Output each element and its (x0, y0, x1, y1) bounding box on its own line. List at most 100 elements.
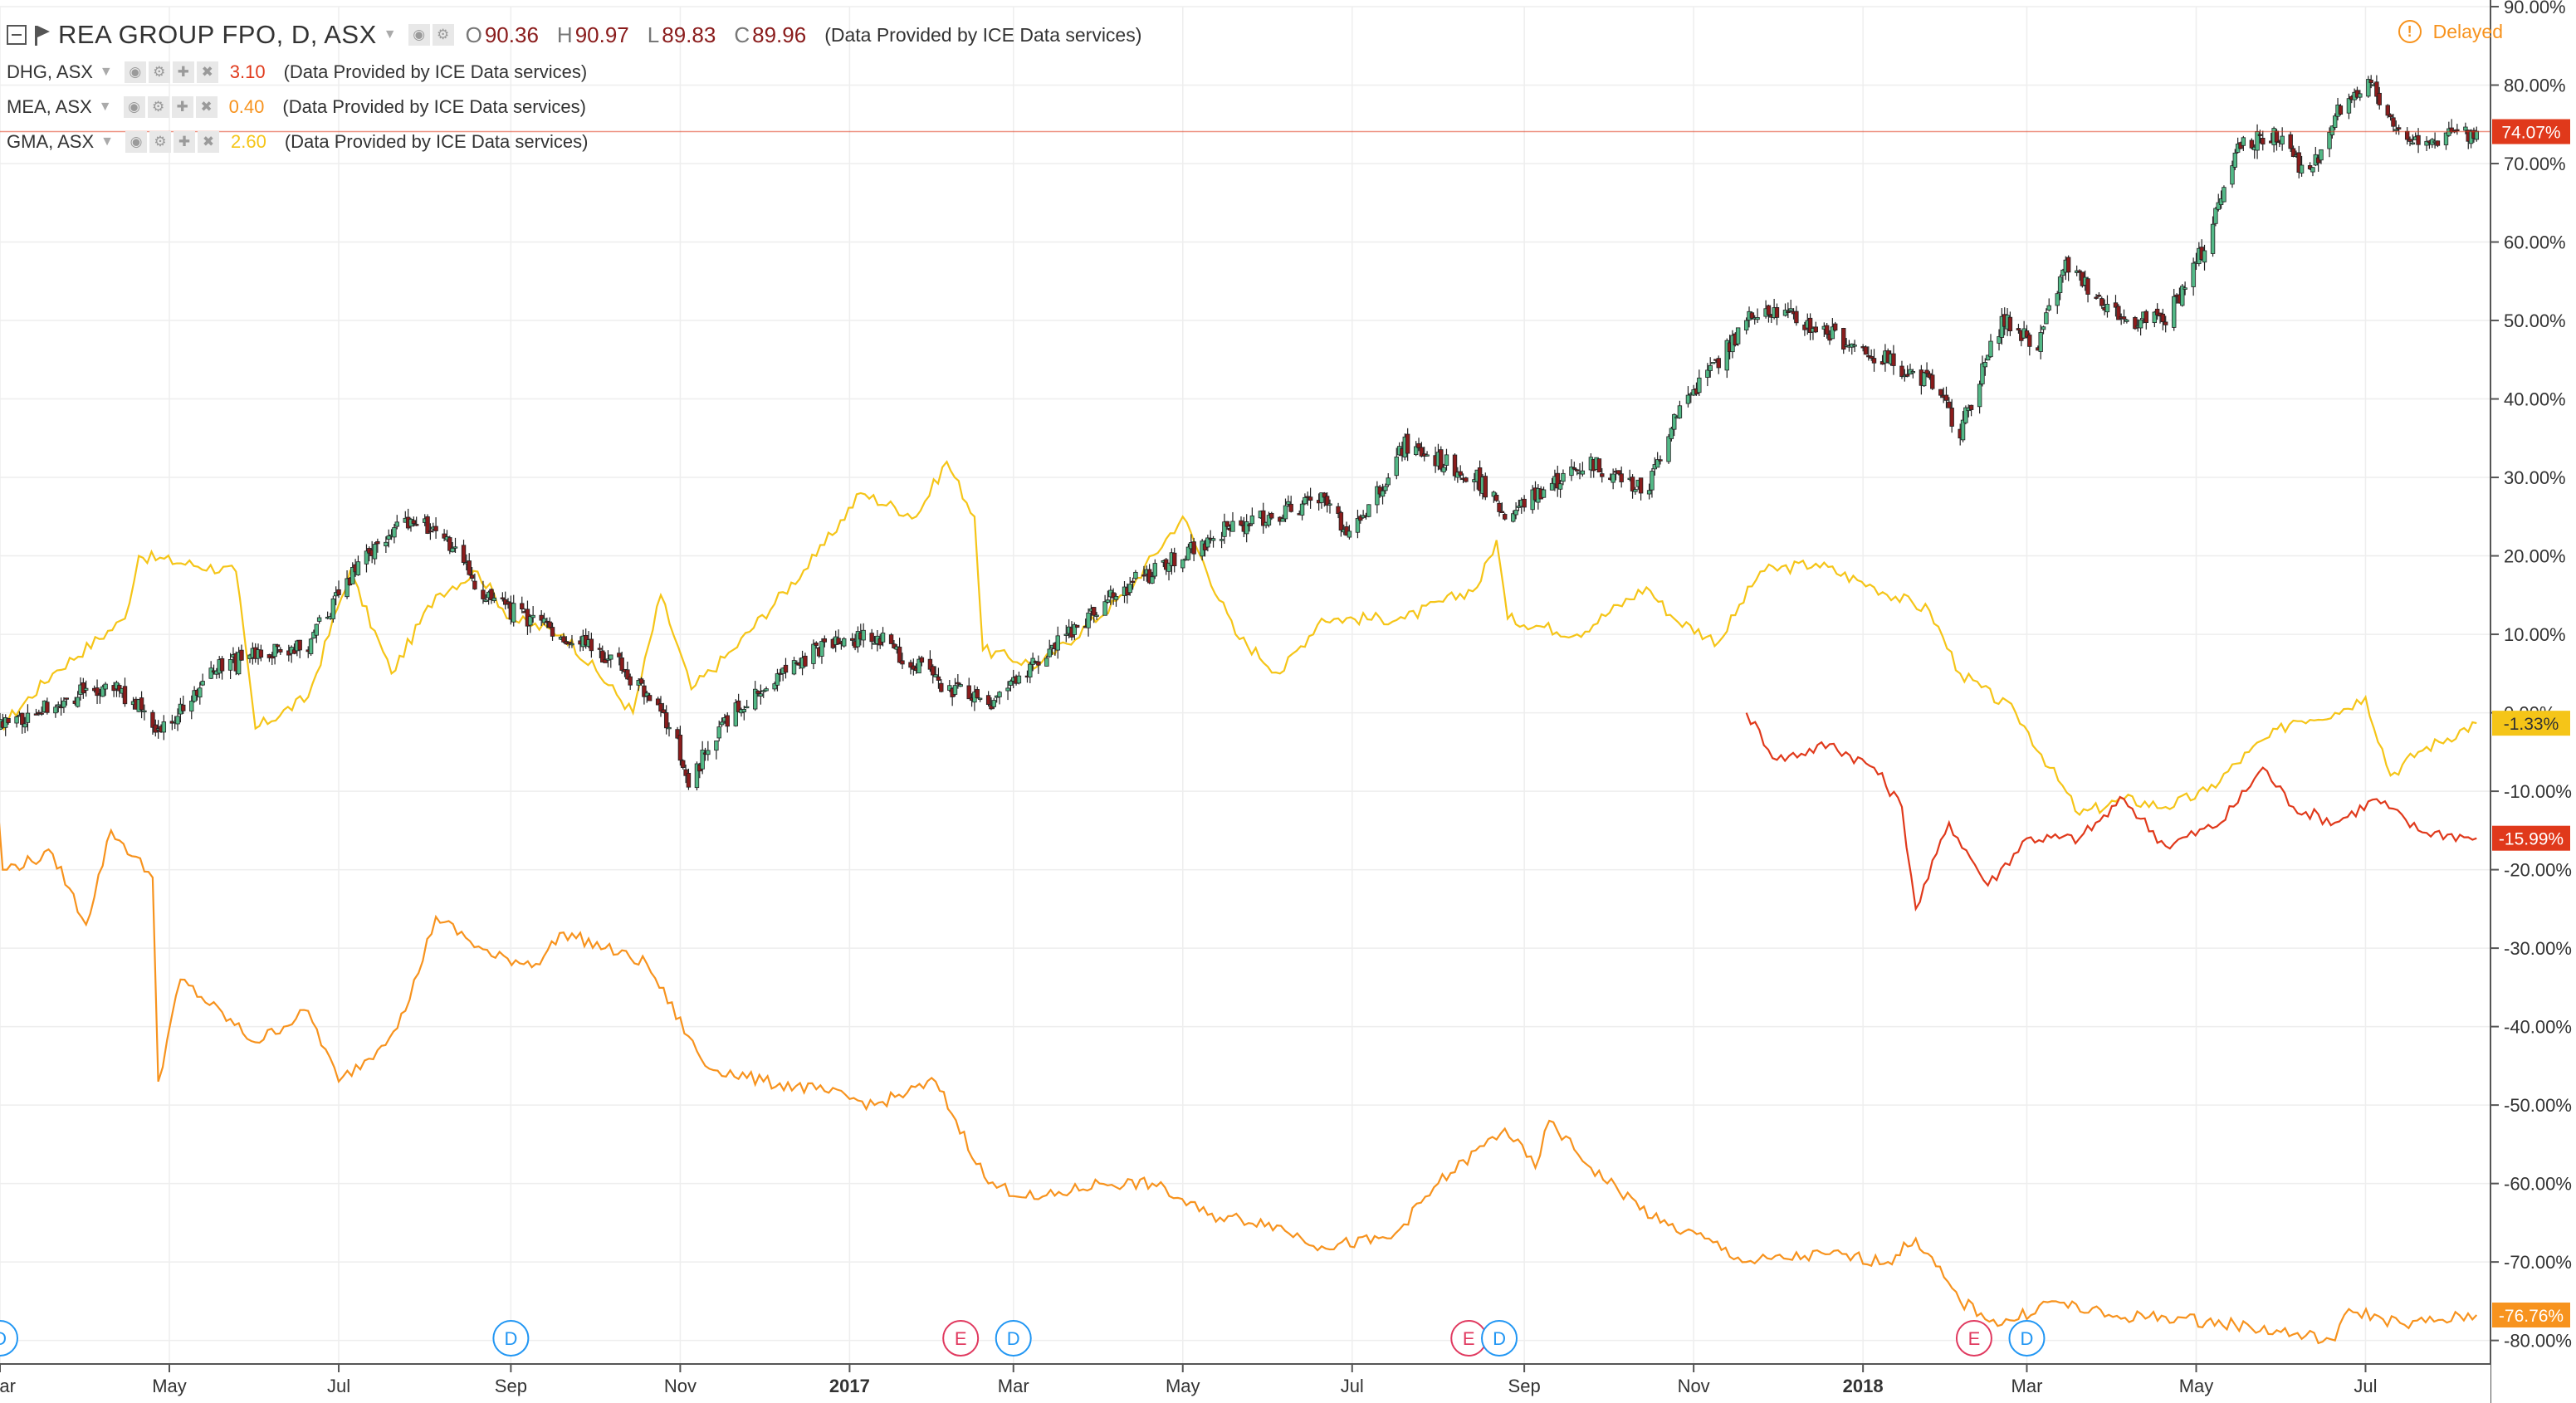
collapse-legend-icon[interactable] (7, 25, 27, 45)
x-axis[interactable]: Mar May Jul Sep Nov 2017 Mar May Jul Sep Nov 2018 Ma… (0, 1363, 2490, 1403)
candle (2046, 298, 2051, 312)
x-tick-label: Mar (998, 1376, 1029, 1396)
main-symbol-title[interactable]: REA GROUP FPO, D, ASX (58, 20, 377, 49)
close-icon[interactable]: ✖ (195, 96, 218, 118)
candle (1016, 671, 1022, 685)
flag-icon[interactable] (35, 24, 50, 46)
candle (1133, 570, 1138, 580)
candle (772, 682, 777, 692)
candle (933, 666, 938, 677)
gear-icon[interactable]: ⚙ (149, 131, 171, 153)
eye-icon[interactable]: ◉ (123, 96, 145, 118)
dividend-marker[interactable]: D (995, 1320, 1032, 1357)
candle (677, 726, 683, 766)
series-line-dhg[interactable] (1745, 712, 2477, 912)
candle (1452, 453, 1458, 481)
candle (1324, 492, 1330, 513)
compare-symbol[interactable]: GMA, ASX (7, 131, 95, 152)
candle (275, 643, 281, 654)
x-tick-label: Sep (1508, 1376, 1541, 1396)
gear-icon[interactable]: ⚙ (147, 96, 169, 118)
candle (411, 516, 417, 527)
plus-icon[interactable]: ✚ (174, 131, 195, 153)
dividend-marker[interactable]: D (2008, 1320, 2046, 1357)
candle (2261, 130, 2266, 151)
y-tick-label: -80.00% (2504, 1331, 2572, 1352)
candle (1028, 661, 1033, 683)
candle (819, 638, 824, 664)
candle (1210, 535, 1216, 548)
candle (791, 657, 797, 676)
candle (2249, 138, 2255, 150)
candle (408, 517, 413, 532)
candlestick-series[interactable] (0, 75, 2479, 791)
candle (836, 629, 841, 645)
candle (472, 573, 477, 590)
candle (880, 627, 886, 647)
candle (22, 716, 27, 734)
candle (2, 714, 8, 736)
candle (452, 537, 458, 553)
close-icon[interactable]: ✖ (198, 131, 219, 153)
compare-symbol[interactable]: DHG, ASX (7, 61, 93, 82)
candle (686, 768, 692, 790)
candle (355, 555, 361, 576)
chevron-down-icon[interactable]: ▼ (98, 100, 112, 114)
svg-text:D: D (1493, 1328, 1506, 1349)
candle (1063, 624, 1068, 643)
dividend-marker[interactable]: D (492, 1320, 530, 1357)
earnings-marker[interactable]: E (942, 1320, 980, 1357)
eye-icon[interactable]: ◉ (124, 61, 146, 83)
compare-symbol[interactable]: MEA, ASX (7, 96, 92, 117)
candle (25, 704, 31, 731)
dividend-marker[interactable]: D (0, 1320, 18, 1357)
delayed-indicator[interactable]: ! Delayed (2398, 20, 2503, 43)
dividend-marker[interactable]: D (1481, 1320, 1518, 1357)
chevron-down-icon[interactable]: ▼ (383, 27, 397, 42)
plus-icon[interactable]: ✚ (172, 61, 194, 83)
candle (975, 687, 980, 699)
candle (719, 717, 725, 727)
candle (2096, 292, 2102, 298)
candle (2474, 126, 2479, 142)
candle (511, 594, 516, 627)
series-line-mea[interactable] (0, 736, 2478, 1345)
earnings-marker[interactable]: E (1450, 1320, 1488, 1357)
candle (569, 635, 574, 648)
candle (1005, 681, 1010, 701)
candle (1319, 492, 1324, 509)
eye-icon[interactable]: ◉ (125, 131, 147, 153)
candle (911, 658, 917, 676)
y-tick-label: 30.00% (2504, 467, 2566, 488)
candle (2016, 324, 2021, 334)
chevron-down-icon[interactable]: ▼ (99, 65, 113, 79)
candle (1413, 441, 1419, 457)
candle (291, 643, 297, 655)
series-line-gma[interactable] (0, 460, 2477, 817)
gear-icon[interactable]: ⚙ (148, 61, 170, 83)
gear-icon[interactable]: ⚙ (432, 24, 454, 46)
candle (1646, 483, 1652, 500)
data-provider-note: (Data Provided by ICE Data services) (824, 23, 1142, 46)
candle (64, 697, 69, 706)
candle (1086, 608, 1091, 637)
chevron-down-icon[interactable]: ▼ (100, 134, 114, 149)
close-icon[interactable]: ✖ (196, 61, 218, 83)
candle (2121, 309, 2127, 324)
close-value: C 89.96 (734, 22, 807, 47)
candle (392, 524, 397, 544)
compare-controls: ◉ ⚙ ✚ ✖ (124, 61, 218, 83)
last-value-badge: 74.07% (2492, 119, 2570, 144)
x-tick-label: May (1166, 1376, 1200, 1396)
candle (1036, 655, 1041, 674)
candle (384, 536, 389, 554)
candle (1113, 593, 1119, 607)
eye-icon[interactable]: ◉ (408, 24, 430, 46)
plus-icon[interactable]: ✚ (171, 96, 193, 118)
candle (39, 706, 44, 716)
grid-lines (0, 6, 2490, 1364)
y-axis[interactable]: 90.00% 80.00% 70.00% 60.00% 50.00% 40.00% 30.0… (2490, 0, 2576, 1403)
candle (888, 633, 894, 644)
earnings-marker[interactable]: E (1955, 1320, 1992, 1357)
